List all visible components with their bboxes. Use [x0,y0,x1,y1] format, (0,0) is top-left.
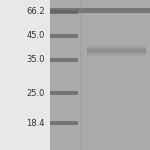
FancyBboxPatch shape [87,49,146,50]
Bar [50,121,78,125]
FancyBboxPatch shape [87,54,146,55]
Bar [50,91,78,95]
Text: 35.0: 35.0 [27,56,45,64]
Bar [0,0,50,150]
Bar [50,34,78,38]
Text: 18.4: 18.4 [27,118,45,127]
Text: 45.0: 45.0 [27,32,45,40]
FancyBboxPatch shape [87,55,146,56]
FancyBboxPatch shape [87,56,146,57]
Text: 25.0: 25.0 [27,88,45,98]
FancyBboxPatch shape [87,51,146,52]
FancyBboxPatch shape [87,52,146,53]
FancyBboxPatch shape [87,46,146,47]
Text: 66.2: 66.2 [26,8,45,16]
FancyBboxPatch shape [87,48,146,49]
Bar [50,0,150,150]
Bar [50,8,150,13]
FancyBboxPatch shape [87,47,146,48]
FancyBboxPatch shape [87,45,146,46]
FancyBboxPatch shape [87,53,146,54]
FancyBboxPatch shape [87,50,146,51]
Bar [50,58,78,62]
Bar [50,10,78,14]
